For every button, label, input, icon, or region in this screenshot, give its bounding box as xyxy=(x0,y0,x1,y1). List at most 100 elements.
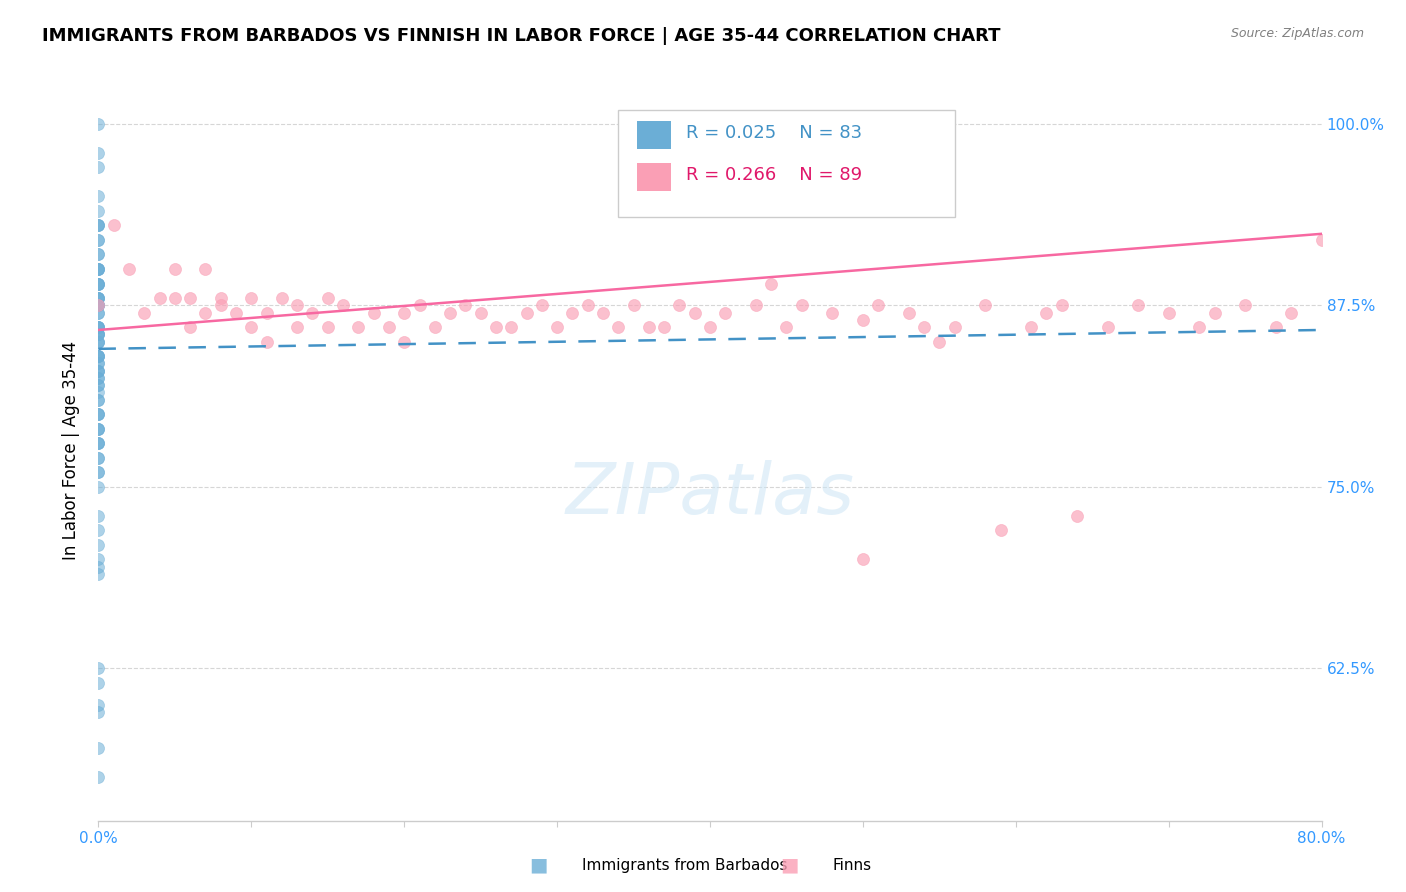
Bar xyxy=(637,163,671,191)
Point xyxy=(87,247,110,261)
Point xyxy=(194,262,217,277)
Point xyxy=(87,559,110,574)
FancyBboxPatch shape xyxy=(619,110,955,218)
Point xyxy=(1204,305,1226,319)
Point xyxy=(87,161,110,175)
Point xyxy=(990,524,1012,538)
Point xyxy=(87,436,110,450)
Point xyxy=(270,291,292,305)
Point xyxy=(87,465,110,479)
Point xyxy=(87,291,110,305)
Point xyxy=(87,298,110,312)
Point xyxy=(1264,320,1286,334)
Point xyxy=(87,480,110,494)
Point xyxy=(87,277,110,291)
Point xyxy=(87,327,110,342)
Point xyxy=(87,422,110,436)
Point xyxy=(87,392,110,407)
Point xyxy=(1386,298,1406,312)
Point xyxy=(974,298,997,312)
Text: R = 0.025    N = 83: R = 0.025 N = 83 xyxy=(686,124,862,142)
Point xyxy=(209,291,232,305)
Point xyxy=(912,320,935,334)
Point xyxy=(87,327,110,342)
Point xyxy=(943,320,966,334)
Point xyxy=(454,298,477,312)
Point xyxy=(256,305,278,319)
Point xyxy=(179,320,201,334)
Point xyxy=(87,407,110,421)
Point xyxy=(87,356,110,370)
Point xyxy=(87,349,110,363)
Point xyxy=(87,349,110,363)
Point xyxy=(87,277,110,291)
Point xyxy=(852,552,875,566)
Point xyxy=(1128,298,1150,312)
Point xyxy=(87,770,110,784)
Point xyxy=(209,298,232,312)
Point xyxy=(87,203,110,218)
Point xyxy=(363,305,385,319)
Point xyxy=(1279,305,1302,319)
Point xyxy=(163,262,186,277)
Point xyxy=(87,566,110,581)
Point xyxy=(87,327,110,342)
Point xyxy=(87,298,110,312)
Point xyxy=(316,320,339,334)
Point xyxy=(1326,219,1348,233)
Point xyxy=(87,291,110,305)
Point xyxy=(87,450,110,465)
Point xyxy=(1050,298,1073,312)
Point xyxy=(821,305,844,319)
Point xyxy=(179,291,201,305)
Point xyxy=(225,305,247,319)
Point xyxy=(87,219,110,233)
Point xyxy=(759,277,782,291)
Point xyxy=(87,363,110,377)
Point xyxy=(87,334,110,349)
Point xyxy=(1234,298,1257,312)
Point xyxy=(87,392,110,407)
Point xyxy=(1357,189,1379,203)
Text: Finns: Finns xyxy=(832,857,872,872)
Point xyxy=(87,262,110,277)
Point xyxy=(87,741,110,756)
Point xyxy=(316,291,339,305)
Point xyxy=(561,305,583,319)
Point xyxy=(87,233,110,247)
Point xyxy=(149,291,172,305)
Text: Immigrants from Barbados: Immigrants from Barbados xyxy=(582,857,787,872)
Point xyxy=(87,327,110,342)
Point xyxy=(301,305,323,319)
Point xyxy=(87,371,110,385)
Point xyxy=(87,385,110,400)
Point xyxy=(392,334,416,349)
Point xyxy=(87,552,110,566)
Point xyxy=(378,320,401,334)
Point xyxy=(87,117,110,131)
Point xyxy=(576,298,599,312)
Point xyxy=(897,305,920,319)
Text: Source: ZipAtlas.com: Source: ZipAtlas.com xyxy=(1230,27,1364,40)
Point xyxy=(87,334,110,349)
Point xyxy=(423,320,446,334)
Point xyxy=(439,305,461,319)
Point xyxy=(392,305,416,319)
Point xyxy=(87,349,110,363)
Point xyxy=(1188,320,1211,334)
Point xyxy=(516,305,538,319)
Point xyxy=(868,298,890,312)
Point xyxy=(775,320,797,334)
Point xyxy=(623,298,645,312)
Point xyxy=(87,320,110,334)
Point xyxy=(103,219,125,233)
Point xyxy=(668,298,690,312)
Point xyxy=(501,320,523,334)
Point xyxy=(87,219,110,233)
Point xyxy=(87,436,110,450)
Point xyxy=(87,538,110,552)
Point xyxy=(87,219,110,233)
Point xyxy=(87,508,110,523)
Point xyxy=(87,320,110,334)
Point xyxy=(1035,305,1057,319)
